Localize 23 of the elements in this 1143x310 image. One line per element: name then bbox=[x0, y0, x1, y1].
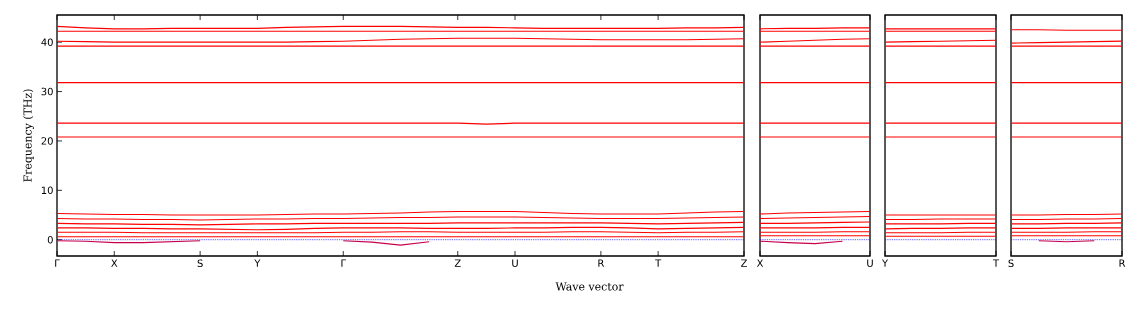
x-tick-label: S bbox=[197, 259, 203, 268]
x-tick-label: X bbox=[111, 259, 118, 267]
y-tick-label: 0 bbox=[47, 235, 53, 244]
x-tick-label: Z bbox=[454, 259, 461, 267]
y-axis-title: Frequency (THz) bbox=[23, 89, 34, 182]
x-tick-label: T bbox=[655, 259, 662, 267]
x-tick-label: T bbox=[992, 259, 1000, 267]
x-tick-label: Y bbox=[254, 259, 261, 267]
x-tick-label: U bbox=[512, 259, 518, 267]
x-tick-label: Y bbox=[881, 259, 889, 267]
y-tick-label: 40 bbox=[41, 38, 53, 46]
x-tick-label: X bbox=[756, 259, 764, 267]
x-tick-label: Γ bbox=[341, 259, 346, 267]
y-tick-label: 20 bbox=[41, 137, 53, 145]
x-axis-title: Wave vector bbox=[555, 282, 624, 291]
x-tick-label: R bbox=[598, 259, 605, 267]
x-tick-label: R bbox=[1119, 259, 1126, 267]
x-tick-label: U bbox=[867, 259, 873, 267]
y-tick-label: 10 bbox=[41, 186, 53, 195]
x-tick-label: S bbox=[1008, 259, 1014, 268]
x-tick-label: Z bbox=[741, 259, 747, 267]
x-tick-label: Γ bbox=[55, 259, 60, 267]
y-tick-label: 30 bbox=[41, 87, 53, 96]
